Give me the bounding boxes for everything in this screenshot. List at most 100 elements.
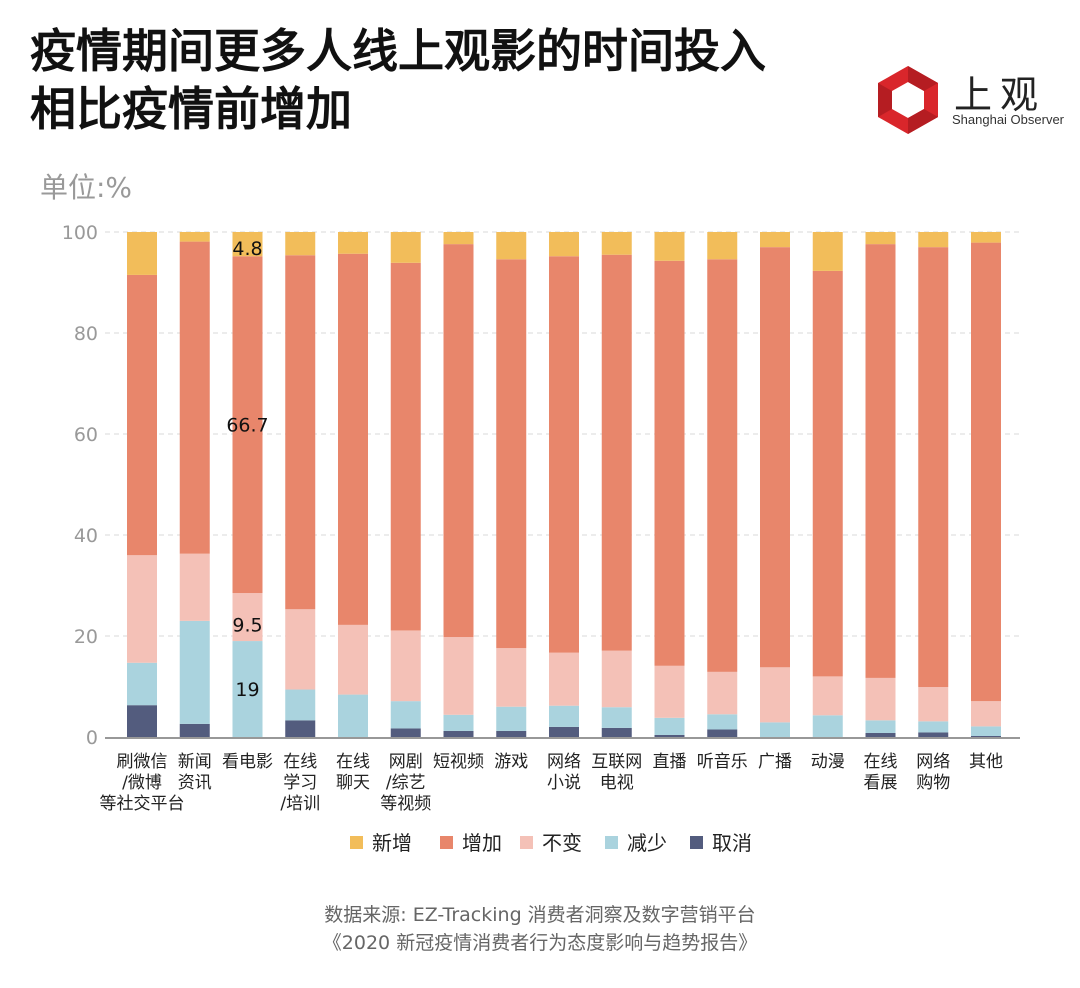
bar-segment-增加 — [549, 256, 579, 653]
x-tick-label: /培训 — [280, 794, 320, 814]
y-tick-label: 0 — [86, 727, 98, 749]
bar-segment-取消 — [865, 732, 896, 737]
bar-segment-新增 — [812, 232, 843, 271]
x-tick-label: 短视频 — [433, 752, 484, 772]
x-tick-label: 电视 — [600, 773, 634, 793]
legend-swatch — [690, 836, 703, 849]
source-line-1: 数据来源: EZ-Tracking 消费者洞察及数字营销平台 — [324, 904, 756, 926]
x-tick-label: 游戏 — [494, 752, 528, 772]
x-tick-label: 等社交平台 — [100, 794, 185, 814]
x-tick-label: /微博 — [122, 773, 162, 793]
bar-segment-不变 — [760, 667, 790, 723]
bar-segment-减少 — [760, 722, 790, 737]
bar-segment-取消 — [654, 734, 685, 737]
bar-segment-增加 — [496, 259, 527, 649]
bar-segment-新增 — [496, 232, 527, 260]
bar-segment-增加 — [918, 247, 949, 688]
x-tick-label: 在线 — [864, 752, 898, 772]
bar-segment-取消 — [601, 727, 632, 737]
x-tick-label: 看电影 — [222, 752, 273, 772]
brand-logo: 上观 Shanghai Observer — [872, 64, 1068, 134]
x-tick-label: 网络 — [916, 752, 950, 772]
bar-segment-取消 — [971, 735, 1001, 737]
logo-name: 上观 — [954, 73, 1047, 117]
bar-segment-新增 — [338, 232, 368, 254]
bar-segment-减少 — [443, 714, 474, 731]
x-tick-label: 其他 — [969, 752, 1003, 772]
bar-segment-不变 — [549, 652, 579, 706]
aperture-icon — [878, 66, 938, 134]
bar-segment-减少 — [179, 620, 210, 724]
data-label: 9.5 — [232, 614, 262, 636]
x-tick-label: 学习 — [283, 773, 317, 793]
y-tick-label: 40 — [74, 525, 98, 547]
legend-swatch — [520, 836, 533, 849]
y-tick-label: 20 — [74, 626, 98, 648]
bar-segment-减少 — [918, 721, 949, 733]
y-tick-label: 80 — [74, 323, 98, 345]
bar-segment-增加 — [390, 262, 421, 631]
bar-segment-增加 — [760, 247, 790, 668]
bar-segment-不变 — [496, 648, 527, 707]
bar-segment-新增 — [654, 232, 685, 261]
bar-segment-不变 — [971, 701, 1001, 727]
x-tick-label: 广播 — [758, 752, 792, 772]
bar-segment-增加 — [707, 259, 738, 672]
bar-segment-减少 — [812, 715, 843, 737]
bar-segment-取消 — [390, 728, 421, 737]
bar-segment-增加 — [601, 254, 632, 651]
bar-segment-不变 — [918, 687, 949, 722]
bar-segment-增加 — [812, 270, 843, 677]
bar-segment-取消 — [443, 730, 474, 737]
bar-segment-增加 — [338, 253, 368, 625]
bar-segment-新增 — [232, 232, 263, 257]
bar-segment-新增 — [179, 232, 210, 242]
bar-segment-不变 — [127, 555, 157, 663]
bar-segment-新增 — [390, 232, 421, 263]
data-label: 66.7 — [226, 415, 268, 437]
bar-segment-不变 — [390, 630, 421, 702]
bar-segment-取消 — [707, 729, 738, 737]
bar-segment-新增 — [601, 232, 632, 255]
bar-segment-取消 — [285, 720, 316, 737]
bar-segment-不变 — [865, 677, 896, 721]
data-label: 19 — [235, 679, 259, 701]
bar-segment-减少 — [496, 706, 527, 731]
bar-segment-新增 — [285, 232, 316, 256]
bar-segment-增加 — [443, 244, 474, 638]
x-tick-label: 直播 — [653, 752, 687, 772]
bar-segment-增加 — [127, 274, 157, 556]
bar-segment-增加 — [971, 242, 1001, 702]
bar-segment-新增 — [127, 232, 157, 275]
legend-label: 减少 — [627, 831, 667, 855]
bar-segment-减少 — [390, 701, 421, 729]
bar-segment-减少 — [865, 720, 896, 733]
bar-segment-新增 — [549, 232, 579, 257]
bar-segment-减少 — [654, 717, 685, 735]
bar-segment-增加 — [865, 244, 896, 678]
data-label: 4.8 — [232, 238, 262, 260]
bar-segment-新增 — [865, 232, 896, 245]
bar-segment-不变 — [601, 650, 632, 708]
legend-label: 增加 — [462, 831, 502, 855]
bar-segment-不变 — [812, 676, 843, 716]
x-tick-label: 等视频 — [380, 794, 431, 814]
x-tick-label: 聊天 — [336, 773, 370, 793]
chart-title: 疫情期间更多人线上观影的时间投入 相比疫情前增加 — [30, 22, 870, 138]
x-tick-label: 网络 — [547, 752, 581, 772]
bar-segment-新增 — [443, 232, 474, 245]
x-tick-label: 资讯 — [178, 773, 212, 793]
x-tick-label: 看展 — [864, 773, 898, 793]
x-tick-label: 在线 — [283, 752, 317, 772]
bar-segment-减少 — [601, 707, 632, 728]
bar-segment-取消 — [127, 705, 157, 737]
x-tick-label: 新闻 — [178, 752, 212, 772]
bar-segment-取消 — [918, 732, 949, 737]
bar-segment-减少 — [707, 714, 738, 730]
bar-segment-取消 — [496, 730, 527, 737]
bar-segment-取消 — [549, 726, 579, 737]
bar-segment-减少 — [549, 705, 579, 727]
bar-segment-减少 — [232, 641, 263, 737]
legend-swatch — [440, 836, 453, 849]
bar-segment-不变 — [707, 671, 738, 715]
